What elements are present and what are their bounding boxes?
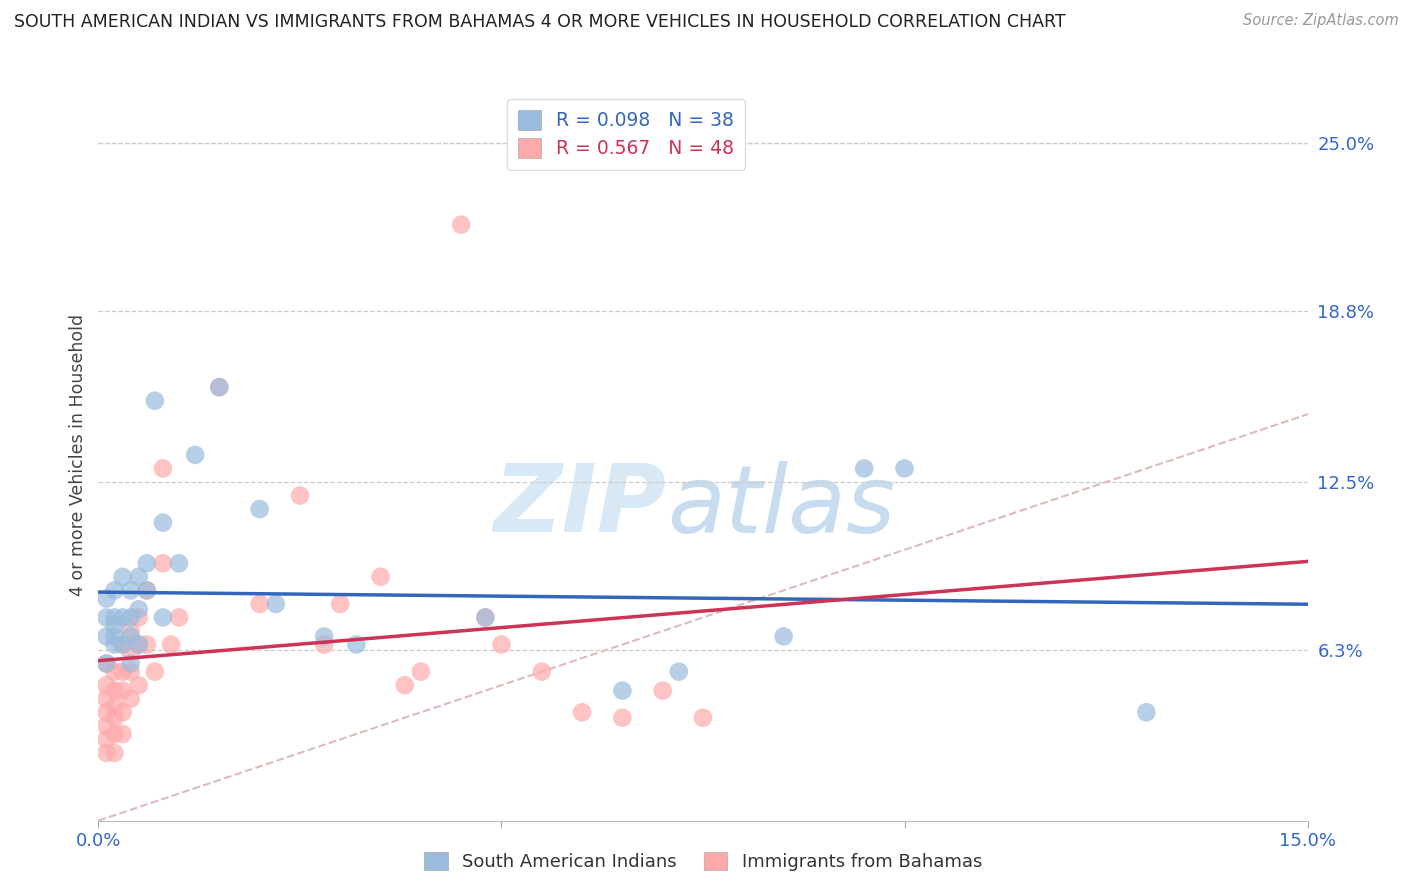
Point [772, 629, 794, 643]
Point [96, 657, 118, 671]
Point [152, 610, 174, 624]
Point [128, 678, 150, 692]
Point [370, 570, 392, 584]
Point [111, 683, 134, 698]
Text: Source: ZipAtlas.com: Source: ZipAtlas.com [1243, 13, 1399, 29]
Text: ZIP: ZIP [494, 460, 666, 552]
Point [184, 448, 207, 462]
Point [103, 583, 125, 598]
Point [96, 657, 118, 671]
Point [135, 556, 157, 570]
Point [96, 678, 118, 692]
Point [249, 502, 271, 516]
Point [264, 597, 287, 611]
Point [120, 691, 142, 706]
Point [120, 657, 142, 671]
Point [668, 665, 690, 679]
Legend: R = 0.098   N = 38, R = 0.567   N = 48: R = 0.098 N = 38, R = 0.567 N = 48 [506, 99, 745, 169]
Point [111, 638, 134, 652]
Point [160, 638, 183, 652]
Point [143, 393, 166, 408]
Point [152, 556, 174, 570]
Point [96, 591, 118, 606]
Point [96, 610, 118, 624]
Point [120, 629, 142, 643]
Point [96, 629, 118, 643]
Point [128, 638, 150, 652]
Y-axis label: 4 or more Vehicles in Household: 4 or more Vehicles in Household [69, 314, 87, 596]
Point [651, 683, 673, 698]
Point [249, 597, 271, 611]
Point [103, 610, 125, 624]
Point [167, 556, 190, 570]
Point [96, 706, 118, 720]
Point [152, 461, 174, 475]
Point [409, 665, 432, 679]
Point [135, 583, 157, 598]
Point [288, 489, 311, 503]
Point [344, 638, 367, 652]
Point [1135, 706, 1157, 720]
Point [96, 691, 118, 706]
Point [128, 610, 150, 624]
Point [120, 610, 142, 624]
Point [96, 732, 118, 747]
Point [103, 665, 125, 679]
Point [853, 461, 876, 475]
Text: atlas: atlas [666, 460, 896, 551]
Point [111, 570, 134, 584]
Point [329, 597, 352, 611]
Point [103, 711, 125, 725]
Point [314, 638, 336, 652]
Point [167, 610, 190, 624]
Point [128, 638, 150, 652]
Point [111, 706, 134, 720]
Point [111, 610, 134, 624]
Text: SOUTH AMERICAN INDIAN VS IMMIGRANTS FROM BAHAMAS 4 OR MORE VEHICLES IN HOUSEHOLD: SOUTH AMERICAN INDIAN VS IMMIGRANTS FROM… [14, 13, 1066, 31]
Point [128, 602, 150, 616]
Point [491, 638, 513, 652]
Point [96, 746, 118, 760]
Point [612, 683, 634, 698]
Point [450, 218, 472, 232]
Point [128, 570, 150, 584]
Point [103, 699, 125, 714]
Point [120, 624, 142, 638]
Point [103, 746, 125, 760]
Point [103, 683, 125, 698]
Point [530, 665, 553, 679]
Point [208, 380, 231, 394]
Point [120, 583, 142, 598]
Point [314, 629, 336, 643]
Point [103, 618, 125, 632]
Point [96, 719, 118, 733]
Legend: South American Indians, Immigrants from Bahamas: South American Indians, Immigrants from … [416, 846, 990, 879]
Point [143, 665, 166, 679]
Point [571, 706, 593, 720]
Point [152, 516, 174, 530]
Point [893, 461, 915, 475]
Point [612, 711, 634, 725]
Point [120, 665, 142, 679]
Point [692, 711, 714, 725]
Point [135, 638, 157, 652]
Point [474, 610, 496, 624]
Point [103, 727, 125, 741]
Point [111, 665, 134, 679]
Point [111, 727, 134, 741]
Point [103, 629, 125, 643]
Point [474, 610, 496, 624]
Point [135, 583, 157, 598]
Point [394, 678, 416, 692]
Point [120, 646, 142, 660]
Point [103, 638, 125, 652]
Point [208, 380, 231, 394]
Point [111, 638, 134, 652]
